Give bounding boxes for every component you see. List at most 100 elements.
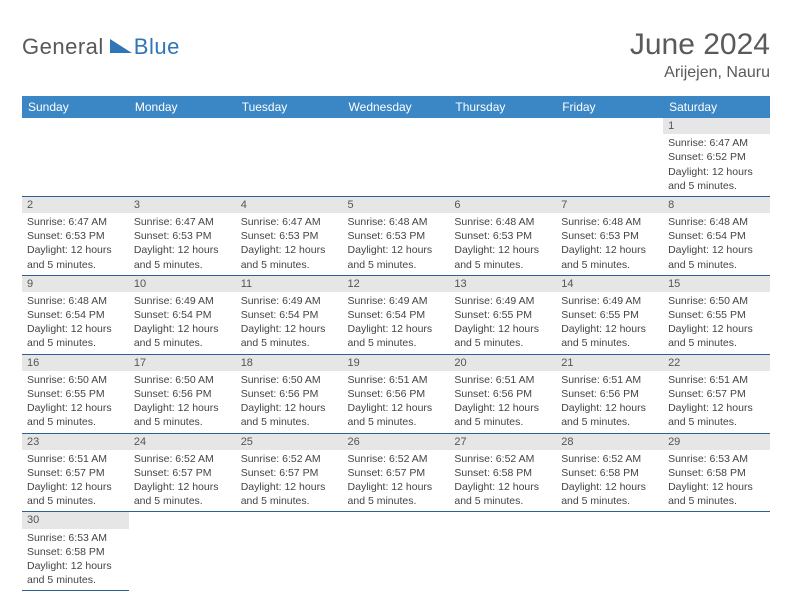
calendar-day-cell: 7Sunrise: 6:48 AMSunset: 6:53 PMDaylight…	[556, 196, 663, 275]
calendar-day-cell	[343, 118, 450, 196]
calendar-day-cell: 17Sunrise: 6:50 AMSunset: 6:56 PMDayligh…	[129, 354, 236, 433]
day-number: 19	[343, 355, 450, 371]
calendar-week-row: 16Sunrise: 6:50 AMSunset: 6:55 PMDayligh…	[22, 354, 770, 433]
day-details: Sunrise: 6:49 AMSunset: 6:55 PMDaylight:…	[449, 292, 556, 354]
logo-triangle-icon	[110, 39, 132, 53]
calendar-day-cell: 8Sunrise: 6:48 AMSunset: 6:54 PMDaylight…	[663, 196, 770, 275]
day-details: Sunrise: 6:51 AMSunset: 6:57 PMDaylight:…	[663, 371, 770, 433]
calendar-day-cell: 16Sunrise: 6:50 AMSunset: 6:55 PMDayligh…	[22, 354, 129, 433]
day-details: Sunrise: 6:48 AMSunset: 6:53 PMDaylight:…	[449, 213, 556, 275]
day-details: Sunrise: 6:48 AMSunset: 6:53 PMDaylight:…	[556, 213, 663, 275]
day-details: Sunrise: 6:53 AMSunset: 6:58 PMDaylight:…	[663, 450, 770, 512]
calendar-week-row: 23Sunrise: 6:51 AMSunset: 6:57 PMDayligh…	[22, 433, 770, 512]
day-details: Sunrise: 6:48 AMSunset: 6:53 PMDaylight:…	[343, 213, 450, 275]
day-details: Sunrise: 6:47 AMSunset: 6:53 PMDaylight:…	[22, 213, 129, 275]
calendar-day-cell: 19Sunrise: 6:51 AMSunset: 6:56 PMDayligh…	[343, 354, 450, 433]
title-block: June 2024 Arijejen, Nauru	[630, 28, 770, 82]
calendar-day-cell: 3Sunrise: 6:47 AMSunset: 6:53 PMDaylight…	[129, 196, 236, 275]
calendar-day-cell: 22Sunrise: 6:51 AMSunset: 6:57 PMDayligh…	[663, 354, 770, 433]
day-number: 2	[22, 197, 129, 213]
calendar-day-cell	[129, 118, 236, 196]
calendar-day-cell: 18Sunrise: 6:50 AMSunset: 6:56 PMDayligh…	[236, 354, 343, 433]
calendar-day-cell: 15Sunrise: 6:50 AMSunset: 6:55 PMDayligh…	[663, 275, 770, 354]
calendar-day-cell	[343, 512, 450, 591]
day-details: Sunrise: 6:51 AMSunset: 6:56 PMDaylight:…	[343, 371, 450, 433]
day-details: Sunrise: 6:49 AMSunset: 6:54 PMDaylight:…	[236, 292, 343, 354]
day-number: 8	[663, 197, 770, 213]
calendar-day-cell	[236, 512, 343, 591]
day-number: 3	[129, 197, 236, 213]
day-details: Sunrise: 6:47 AMSunset: 6:53 PMDaylight:…	[129, 213, 236, 275]
day-number: 29	[663, 434, 770, 450]
calendar-week-row: 1Sunrise: 6:47 AMSunset: 6:52 PMDaylight…	[22, 118, 770, 196]
day-details: Sunrise: 6:52 AMSunset: 6:57 PMDaylight:…	[236, 450, 343, 512]
calendar-day-cell	[449, 512, 556, 591]
day-details: Sunrise: 6:51 AMSunset: 6:56 PMDaylight:…	[449, 371, 556, 433]
weekday-header: Wednesday	[343, 96, 450, 118]
weekday-header: Saturday	[663, 96, 770, 118]
day-number: 23	[22, 434, 129, 450]
day-number: 12	[343, 276, 450, 292]
calendar-day-cell	[236, 118, 343, 196]
calendar-day-cell: 14Sunrise: 6:49 AMSunset: 6:55 PMDayligh…	[556, 275, 663, 354]
calendar-day-cell	[22, 118, 129, 196]
day-number: 1	[663, 118, 770, 134]
day-details: Sunrise: 6:50 AMSunset: 6:55 PMDaylight:…	[663, 292, 770, 354]
calendar-day-cell: 2Sunrise: 6:47 AMSunset: 6:53 PMDaylight…	[22, 196, 129, 275]
day-number: 20	[449, 355, 556, 371]
calendar-day-cell: 20Sunrise: 6:51 AMSunset: 6:56 PMDayligh…	[449, 354, 556, 433]
header: General Blue June 2024 Arijejen, Nauru	[22, 28, 770, 82]
calendar-day-cell: 28Sunrise: 6:52 AMSunset: 6:58 PMDayligh…	[556, 433, 663, 512]
calendar-day-cell	[556, 118, 663, 196]
logo-text-general: General	[22, 34, 104, 60]
calendar-day-cell: 10Sunrise: 6:49 AMSunset: 6:54 PMDayligh…	[129, 275, 236, 354]
day-number: 10	[129, 276, 236, 292]
weekday-header: Sunday	[22, 96, 129, 118]
day-number: 27	[449, 434, 556, 450]
day-number: 28	[556, 434, 663, 450]
day-number: 13	[449, 276, 556, 292]
day-number: 7	[556, 197, 663, 213]
calendar-day-cell: 24Sunrise: 6:52 AMSunset: 6:57 PMDayligh…	[129, 433, 236, 512]
day-details: Sunrise: 6:50 AMSunset: 6:56 PMDaylight:…	[129, 371, 236, 433]
calendar-day-cell: 11Sunrise: 6:49 AMSunset: 6:54 PMDayligh…	[236, 275, 343, 354]
calendar-week-row: 2Sunrise: 6:47 AMSunset: 6:53 PMDaylight…	[22, 196, 770, 275]
day-details: Sunrise: 6:51 AMSunset: 6:57 PMDaylight:…	[22, 450, 129, 512]
location-label: Arijejen, Nauru	[630, 64, 770, 82]
weekday-header: Tuesday	[236, 96, 343, 118]
weekday-header: Thursday	[449, 96, 556, 118]
calendar-day-cell: 23Sunrise: 6:51 AMSunset: 6:57 PMDayligh…	[22, 433, 129, 512]
day-number: 14	[556, 276, 663, 292]
calendar-day-cell: 4Sunrise: 6:47 AMSunset: 6:53 PMDaylight…	[236, 196, 343, 275]
weekday-header-row: SundayMondayTuesdayWednesdayThursdayFrid…	[22, 96, 770, 118]
day-details: Sunrise: 6:52 AMSunset: 6:58 PMDaylight:…	[556, 450, 663, 512]
calendar-day-cell: 29Sunrise: 6:53 AMSunset: 6:58 PMDayligh…	[663, 433, 770, 512]
calendar-day-cell: 27Sunrise: 6:52 AMSunset: 6:58 PMDayligh…	[449, 433, 556, 512]
day-number: 5	[343, 197, 450, 213]
calendar-day-cell: 21Sunrise: 6:51 AMSunset: 6:56 PMDayligh…	[556, 354, 663, 433]
day-number: 15	[663, 276, 770, 292]
weekday-header: Monday	[129, 96, 236, 118]
calendar-day-cell	[129, 512, 236, 591]
day-number: 4	[236, 197, 343, 213]
day-number: 17	[129, 355, 236, 371]
day-number: 30	[22, 512, 129, 528]
day-details: Sunrise: 6:49 AMSunset: 6:55 PMDaylight:…	[556, 292, 663, 354]
calendar-day-cell	[663, 512, 770, 591]
day-number: 21	[556, 355, 663, 371]
calendar-day-cell	[556, 512, 663, 591]
day-number: 26	[343, 434, 450, 450]
calendar-table: SundayMondayTuesdayWednesdayThursdayFrid…	[22, 96, 770, 591]
logo: General Blue	[22, 34, 180, 60]
month-title: June 2024	[630, 28, 770, 62]
calendar-day-cell: 13Sunrise: 6:49 AMSunset: 6:55 PMDayligh…	[449, 275, 556, 354]
day-number: 6	[449, 197, 556, 213]
calendar-day-cell: 9Sunrise: 6:48 AMSunset: 6:54 PMDaylight…	[22, 275, 129, 354]
day-details: Sunrise: 6:49 AMSunset: 6:54 PMDaylight:…	[343, 292, 450, 354]
calendar-day-cell: 5Sunrise: 6:48 AMSunset: 6:53 PMDaylight…	[343, 196, 450, 275]
calendar-day-cell: 25Sunrise: 6:52 AMSunset: 6:57 PMDayligh…	[236, 433, 343, 512]
calendar-day-cell	[449, 118, 556, 196]
day-number: 22	[663, 355, 770, 371]
day-details: Sunrise: 6:52 AMSunset: 6:57 PMDaylight:…	[343, 450, 450, 512]
weekday-header: Friday	[556, 96, 663, 118]
